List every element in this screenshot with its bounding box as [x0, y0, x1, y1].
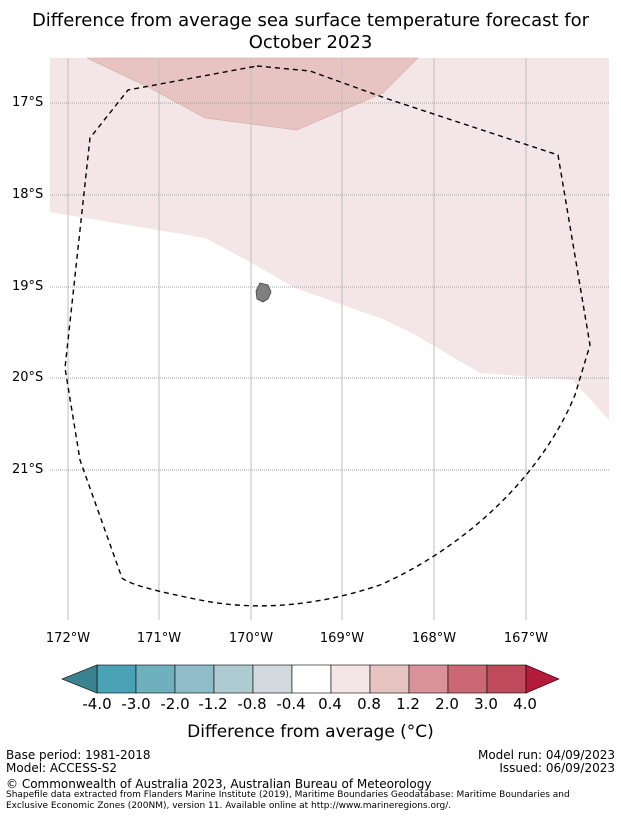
colorbar-tick: 3.0	[474, 695, 498, 713]
lat-label-18s: 18°S	[12, 187, 44, 202]
colorbar-tick: -0.4	[276, 695, 306, 713]
lat-label-20s: 20°S	[12, 370, 44, 385]
colorbar	[61, 664, 560, 694]
model-name: Model: ACCESS-S2	[6, 761, 118, 775]
colorbar-tick: -1.2	[198, 695, 228, 713]
lat-label-21s: 21°S	[12, 462, 44, 477]
shapefile-credit-line-1: Shapefile data extracted from Flanders M…	[6, 790, 570, 800]
shapefile-credit-line-2: Exclusive Economic Zones (200NM), versio…	[6, 801, 452, 811]
lon-label-172w: 172°W	[45, 631, 91, 646]
colorbar-segment	[252, 664, 293, 694]
colorbar-segment	[174, 664, 215, 694]
colorbar-segment	[486, 664, 527, 694]
colorbar-high-extend	[525, 664, 560, 694]
colorbar-title: Difference from average (°C)	[187, 722, 434, 742]
map-title: Difference from average sea surface temp…	[0, 10, 621, 54]
colorbar-segment	[291, 664, 332, 694]
lat-label-17s: 17°S	[12, 95, 44, 110]
niue-island	[255, 282, 272, 303]
colorbar-tick: 0.4	[318, 695, 342, 713]
longitude-gridlines	[67, 58, 527, 620]
title-line-1: Difference from average sea surface temp…	[31, 10, 590, 31]
anomaly-region-light	[50, 58, 609, 420]
colorbar-segment	[96, 664, 137, 694]
colorbar-tick: -4.0	[82, 695, 112, 713]
eez-boundary	[64, 65, 591, 607]
model-run: Model run: 04/09/2023	[477, 748, 615, 762]
lon-label-169w: 169°W	[319, 631, 365, 646]
colorbar-segment	[330, 664, 371, 694]
colorbar-segment	[369, 664, 410, 694]
colorbar-tick: -3.0	[121, 695, 151, 713]
colorbar-segment	[447, 664, 488, 694]
lon-label-170w: 170°W	[228, 631, 274, 646]
colorbar-segment	[408, 664, 449, 694]
colorbar-tick: 0.8	[357, 695, 381, 713]
lon-label-171w: 171°W	[136, 631, 182, 646]
colorbar-tick: 1.2	[396, 695, 420, 713]
colorbar-tick: 4.0	[513, 695, 537, 713]
colorbar-low-extend	[61, 664, 98, 694]
colorbar-tick: -2.0	[160, 695, 190, 713]
colorbar-segment	[213, 664, 254, 694]
title-line-2: October 2023	[248, 32, 373, 53]
base-period: Base period: 1981-2018	[6, 748, 151, 762]
colorbar-segment	[135, 664, 176, 694]
anomaly-region-medium	[86, 57, 419, 131]
copyright: © Commonwealth of Australia 2023, Austra…	[6, 777, 432, 791]
colorbar-tick: -0.8	[237, 695, 267, 713]
lon-label-167w: 167°W	[503, 631, 549, 646]
issued-date: Issued: 06/09/2023	[499, 761, 615, 775]
lon-label-168w: 168°W	[411, 631, 457, 646]
lat-label-19s: 19°S	[12, 279, 44, 294]
colorbar-tick: 2.0	[435, 695, 459, 713]
